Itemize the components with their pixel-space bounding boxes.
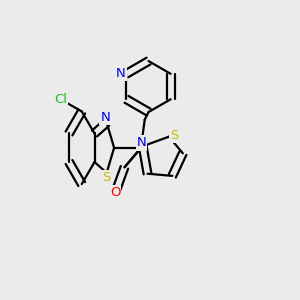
Text: N: N — [116, 67, 126, 80]
Text: S: S — [170, 129, 178, 142]
Text: O: O — [110, 186, 120, 199]
Text: Cl: Cl — [54, 93, 68, 106]
Text: N: N — [100, 111, 110, 124]
Text: S: S — [103, 171, 111, 184]
Text: N: N — [136, 136, 146, 149]
